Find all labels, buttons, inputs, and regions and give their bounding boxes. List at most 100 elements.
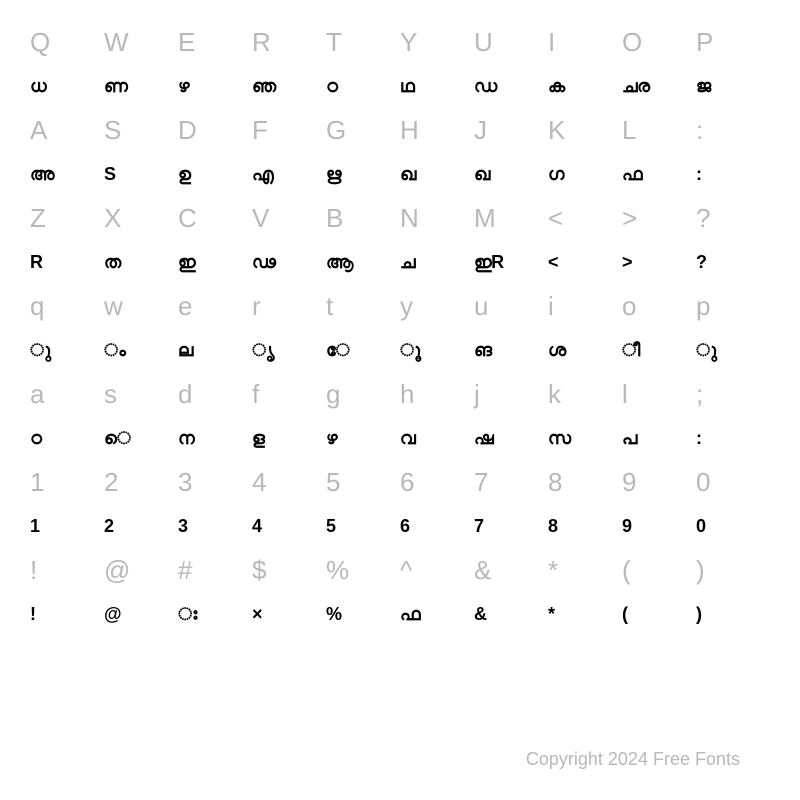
map-cell: Kഗ xyxy=(548,108,622,196)
key-character: i xyxy=(548,284,554,328)
map-cell: rൃ xyxy=(252,284,326,372)
map-cell: #ഃ xyxy=(178,548,252,636)
key-character: ^ xyxy=(400,548,412,592)
glyph-character: പ xyxy=(622,416,637,460)
copyright-text: Copyright 2024 Free Fonts xyxy=(526,749,740,770)
map-cell: Gഋ xyxy=(326,108,400,196)
key-character: d xyxy=(178,372,192,416)
map-cell: $× xyxy=(252,548,326,636)
key-character: V xyxy=(252,196,269,240)
key-character: T xyxy=(326,20,342,64)
map-cell: 33 xyxy=(178,460,252,548)
key-character: U xyxy=(474,20,493,64)
map-cell: Oചര xyxy=(622,20,696,108)
glyph-character: എ xyxy=(252,152,273,196)
glyph-character: ത xyxy=(104,240,121,284)
glyph-character: ൃ xyxy=(252,328,274,372)
key-character: 6 xyxy=(400,460,414,504)
character-map-grid: QധWണEഴRഞTഠYഥUഡIകOചരPജAഅSSDഉFഎGഋHഖJഖKഗLഫ:… xyxy=(30,20,770,636)
key-character: K xyxy=(548,108,565,152)
glyph-character: : xyxy=(696,152,702,196)
key-character: 3 xyxy=(178,460,192,504)
key-character: O xyxy=(622,20,642,64)
glyph-character: ? xyxy=(696,240,707,284)
key-character: 1 xyxy=(30,460,44,504)
glyph-character: 6 xyxy=(400,504,410,548)
key-character: # xyxy=(178,548,192,592)
glyph-character: ഖ xyxy=(400,152,416,196)
key-character: y xyxy=(400,284,413,328)
glyph-character: R xyxy=(30,240,43,284)
key-character: D xyxy=(178,108,197,152)
glyph-character: ആ xyxy=(326,240,353,284)
map-cell: ?? xyxy=(696,196,770,284)
key-character: : xyxy=(696,108,703,152)
map-cell: 11 xyxy=(30,460,104,548)
key-character: E xyxy=(178,20,195,64)
map-cell: dന xyxy=(178,372,252,460)
glyph-character: ഢ xyxy=(252,240,275,284)
key-character: P xyxy=(696,20,713,64)
glyph-character: ഠ xyxy=(30,416,42,460)
glyph-character: ൂ xyxy=(400,328,421,372)
key-character: I xyxy=(548,20,555,64)
glyph-character: ു xyxy=(696,328,717,372)
glyph-character: ചര xyxy=(622,64,649,108)
glyph-character: % xyxy=(326,592,342,636)
map-cell: ;: xyxy=(696,372,770,460)
glyph-character: ഇR xyxy=(474,240,504,284)
map-cell: << xyxy=(548,196,622,284)
map-cell: eല xyxy=(178,284,252,372)
map-cell: Yഥ xyxy=(400,20,474,108)
glyph-character: 8 xyxy=(548,504,558,548)
glyph-character: ഫ xyxy=(400,592,420,636)
key-character: * xyxy=(548,548,558,592)
key-character: G xyxy=(326,108,346,152)
map-cell: (( xyxy=(622,548,696,636)
map-cell: %% xyxy=(326,548,400,636)
map-cell: Hഖ xyxy=(400,108,474,196)
map-cell: Qധ xyxy=(30,20,104,108)
key-character: Y xyxy=(400,20,417,64)
map-cell: Xത xyxy=(104,196,178,284)
glyph-character: േ xyxy=(326,328,350,372)
map-cell: 77 xyxy=(474,460,548,548)
map-cell: ZR xyxy=(30,196,104,284)
map-cell: )) xyxy=(696,548,770,636)
key-character: N xyxy=(400,196,419,240)
map-cell: @@ xyxy=(104,548,178,636)
key-character: 2 xyxy=(104,460,118,504)
map-cell: hവ xyxy=(400,372,474,460)
map-cell: fള xyxy=(252,372,326,460)
map-cell: SS xyxy=(104,108,178,196)
glyph-character: 5 xyxy=(326,504,336,548)
key-character: 0 xyxy=(696,460,710,504)
map-cell: aഠ xyxy=(30,372,104,460)
map-cell: pു xyxy=(696,284,770,372)
key-character: C xyxy=(178,196,197,240)
glyph-character: : xyxy=(696,416,702,460)
glyph-character: അ xyxy=(30,152,54,196)
key-character: S xyxy=(104,108,121,152)
glyph-character: ങ xyxy=(474,328,492,372)
glyph-character: < xyxy=(548,240,558,284)
glyph-character: ഇ xyxy=(178,240,195,284)
key-character: k xyxy=(548,372,561,416)
key-character: A xyxy=(30,108,47,152)
key-character: X xyxy=(104,196,121,240)
key-character: u xyxy=(474,284,488,328)
glyph-character: 7 xyxy=(474,504,484,548)
key-character: ? xyxy=(696,196,710,240)
key-character: q xyxy=(30,284,44,328)
map-cell: Jഖ xyxy=(474,108,548,196)
map-cell: Dഉ xyxy=(178,108,252,196)
glyph-character: ! xyxy=(30,592,36,636)
key-character: & xyxy=(474,548,491,592)
key-character: Z xyxy=(30,196,46,240)
glyph-character: 0 xyxy=(696,504,706,548)
glyph-character: & xyxy=(474,592,487,636)
key-character: M xyxy=(474,196,496,240)
glyph-character: > xyxy=(622,240,632,284)
glyph-character: ഋ xyxy=(326,152,341,196)
map-cell: Lഫ xyxy=(622,108,696,196)
